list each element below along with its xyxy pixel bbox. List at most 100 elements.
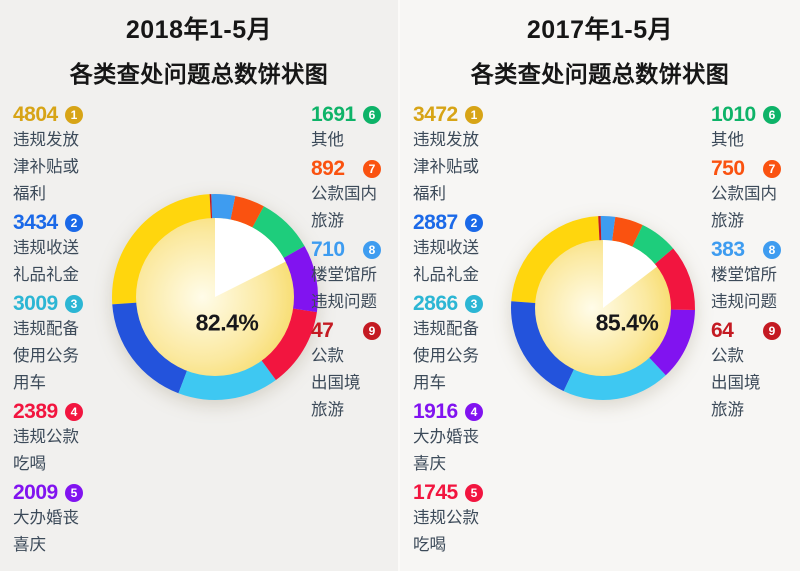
rank-badge: 7 (363, 160, 381, 178)
rank-badge: 8 (363, 241, 381, 259)
ring-slice-rank-1 (111, 194, 211, 305)
legend-entry-head: 3472 1 (413, 103, 515, 127)
rank-badge: 3 (465, 295, 483, 313)
rank-badge: 1 (465, 106, 483, 124)
legend-label-line: 违规问题 (311, 293, 377, 311)
legend-value: 3009 (13, 292, 58, 315)
ring-slice-rank-9 (209, 194, 213, 220)
legend-value: 750 (711, 157, 745, 180)
chart-title-line1: 2018年1-5月 (125, 16, 273, 44)
legend-label-line: 违规配备 (413, 320, 479, 338)
rank-badge: 5 (65, 484, 83, 502)
legend-label-line: 公款国内 (711, 185, 777, 203)
panel-2017: 2017年1-5月 各类查处问题总数饼状图 3472 1 违规发放 津补贴或 福利 288… (400, 0, 800, 571)
legend-label-line: 喜庆 (13, 536, 46, 554)
legend-value: 1691 (311, 103, 356, 126)
legend-label-line: 出国境 (711, 374, 761, 392)
legend-entry-head: 1010 6 (711, 103, 799, 127)
center-percentage: 82.4% (195, 309, 259, 336)
legend-label: 其他 (711, 127, 799, 154)
legend-value: 2866 (413, 292, 458, 315)
legend-entry-head: 3434 2 (13, 211, 115, 235)
legend-label: 违规发放 津补贴或 福利 (13, 127, 115, 208)
remainder-wedge (603, 240, 657, 308)
rank-badge: 7 (763, 160, 781, 178)
legend-label: 违规收送 礼品礼金 (413, 235, 515, 289)
legend-entry: 1745 5 违规公款 吃喝 (413, 481, 515, 559)
legend-label-line: 违规配备 (13, 320, 79, 338)
legend-label: 违规公款 吃喝 (413, 505, 515, 559)
legend-label-line: 大办婚丧 (13, 509, 79, 527)
rank-badge: 8 (763, 241, 781, 259)
legend-label-line: 吃喝 (413, 536, 446, 554)
legend-entry: 1691 6 其他 (311, 103, 399, 154)
legend-label-line: 使用公务 (413, 347, 479, 365)
legend-entry: 1010 6 其他 (711, 103, 799, 154)
legend-label-line: 使用公务 (13, 347, 79, 365)
legend-label: 违规配备 使用公务 用车 (13, 316, 115, 397)
chart-title-line2: 各类查处问题总数饼状图 (470, 61, 730, 87)
rank-badge: 2 (465, 214, 483, 232)
legend-entry-head: 1691 6 (311, 103, 399, 127)
legend-label: 违规收送 礼品礼金 (13, 235, 115, 289)
ring-slice-rank-7 (611, 216, 643, 248)
legend-label-line: 旅游 (311, 401, 344, 419)
legend-entry: 750 7 公款国内旅游 (711, 157, 799, 235)
rank-badge: 4 (65, 403, 83, 421)
legend-label: 公款 出国境 旅游 (711, 343, 799, 424)
rank-badge: 3 (65, 295, 83, 313)
inner-pie (535, 240, 671, 376)
legend-label-line: 旅游 (711, 212, 744, 230)
legend-label: 违规配备 使用公务 用车 (413, 316, 515, 397)
chart-title-line2: 各类查处问题总数饼状图 (69, 61, 329, 87)
legend-entry: 2887 2 违规收送 礼品礼金 (413, 211, 515, 289)
legend-label: 公款国内 旅游 (311, 181, 399, 235)
legend-entry-head: 710 8 (311, 238, 399, 262)
inner-pie (136, 218, 294, 376)
legend-entry-head: 1745 5 (413, 481, 515, 505)
ring-slice-rank-2 (112, 302, 188, 394)
legend-value: 383 (711, 238, 745, 261)
legend-entry: 710 8 楼堂馆所违规问题 (311, 238, 399, 316)
ring-slice-rank-7 (230, 196, 264, 229)
legend-entry-head: 2866 3 (413, 292, 515, 316)
ring-slice-rank-8 (211, 194, 236, 221)
legend-label-line: 吃喝 (13, 455, 46, 473)
legend-right-column: 1691 6 其他 892 7 公款国内 旅游 710 8 楼堂馆所 违规问题 47 9 公款 出国境 旅游 (311, 103, 399, 427)
legend-label-line: 津补贴或 (413, 158, 479, 176)
legend-entry-head: 2389 4 (13, 400, 115, 424)
legend-label: 楼堂馆所 违规问题 (711, 262, 799, 316)
rank-badge: 9 (763, 322, 781, 340)
legend-label-line: 礼品礼金 (413, 266, 479, 284)
ring-slice-rank-9 (598, 216, 602, 242)
legend-entry: 3472 1 违规发放 津补贴或 福利 (413, 103, 515, 208)
legend-label-line: 违规收送 (13, 239, 79, 257)
ring-slice-rank-4 (261, 308, 317, 381)
legend-label-line: 违规发放 (13, 131, 79, 149)
center-percentage: 85.4% (595, 309, 659, 336)
legend-label-line: 旅游 (711, 401, 744, 419)
legend-entry: 64 9 公款 出国境 旅游 (711, 319, 799, 424)
legend-label-line: 旅游 (311, 212, 344, 230)
legend-value: 64 (711, 319, 734, 342)
legend-left-column: 4804 1 违规发放 津补贴或 福利 3434 2 违规收送 礼品礼金 3009 3 违规配备 使用公… (13, 103, 115, 562)
rank-badge: 5 (465, 484, 483, 502)
ring-slice-rank-8 (600, 215, 616, 242)
rank-badge: 9 (363, 322, 381, 340)
legend-right-column: 1010 6 其他 750 7 公款国内 旅游 383 8 楼堂馆所 违规问题 64 9 公款 出国境 旅游 (711, 103, 799, 427)
legend-label-line: 违规发放 (413, 131, 479, 149)
legend-value: 3434 (13, 211, 58, 234)
legend-entry-head: 47 9 (311, 319, 399, 343)
ring-slice-rank-6 (631, 225, 674, 265)
legend-label-line: 福利 (13, 185, 46, 203)
legend-left-column: 3472 1 违规发放 津补贴或 福利 2887 2 违规收送 礼品礼金 2866 3 违规配备 使用公… (413, 103, 515, 562)
legend-value: 2887 (413, 211, 458, 234)
legend-label-line: 楼堂馆所 (311, 266, 377, 284)
legend-label-line: 礼品礼金 (13, 266, 79, 284)
legend-entry: 3009 3 违规配备 使用公务 用车 (13, 292, 115, 397)
legend-label-line: 其他 (711, 131, 744, 149)
legend-label-line: 大办婚丧 (413, 428, 479, 446)
legend-label-line: 出国境 (311, 374, 361, 392)
legend-entry-head: 4804 1 (13, 103, 115, 127)
